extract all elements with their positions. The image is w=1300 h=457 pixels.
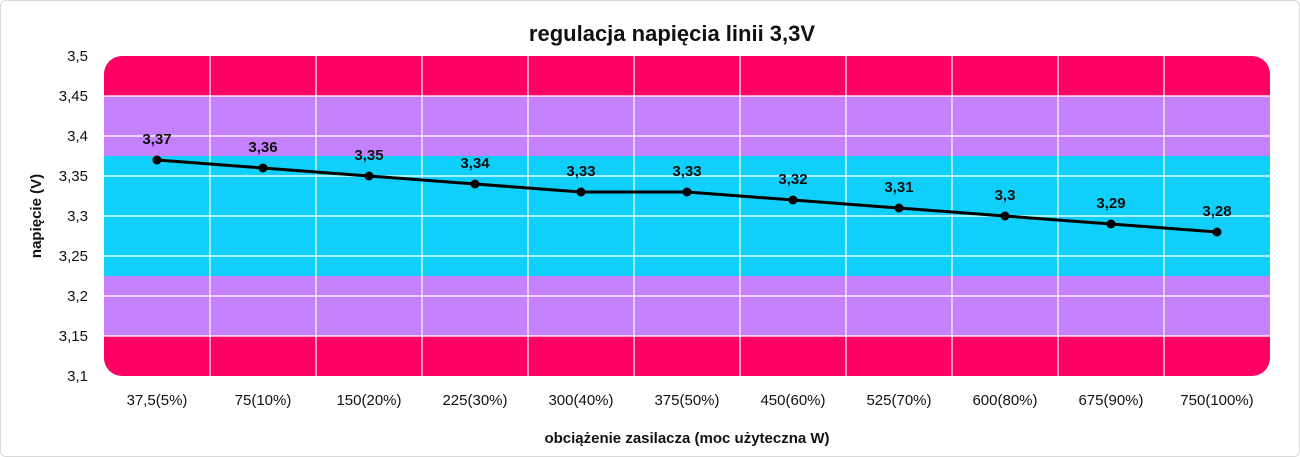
x-tick-label: 225(30%) (442, 392, 507, 409)
y-axis-ticks: 3,1 3,15 3,2 3,25 3,3 3,35 3,4 3,45 3,5 (59, 48, 88, 385)
x-tick-label: 600(80%) (972, 392, 1037, 409)
data-point (1000, 211, 1010, 221)
data-point (258, 163, 268, 173)
x-tick-label: 150(20%) (336, 392, 401, 409)
y-tick-label: 3,3 (67, 208, 88, 225)
x-tick-label: 525(70%) (866, 392, 931, 409)
band-4 (104, 56, 1270, 96)
data-label: 3,32 (778, 171, 807, 188)
x-tick-label: 375(50%) (654, 392, 719, 409)
data-points (152, 155, 1222, 237)
data-point (1106, 219, 1116, 229)
y-tick-label: 3,1 (67, 368, 88, 385)
x-tick-label: 75(10%) (235, 392, 292, 409)
y-tick-label: 3,45 (59, 88, 88, 105)
data-label: 3,37 (142, 131, 171, 148)
gridlines (104, 56, 1270, 376)
x-axis-title: obciążenie zasilacza (moc użyteczna W) (544, 430, 829, 447)
data-label: 3,35 (354, 147, 383, 164)
data-point (470, 179, 480, 189)
y-axis-title: napięcie (V) (28, 174, 45, 258)
band-1 (104, 276, 1270, 336)
y-tick-label: 3,4 (67, 128, 88, 145)
data-point (682, 187, 692, 197)
data-label: 3,29 (1096, 195, 1125, 212)
data-point (788, 195, 798, 205)
data-point (1212, 227, 1222, 237)
chart-title: regulacja napięcia linii 3,3V (529, 21, 815, 46)
x-tick-label: 750(100%) (1180, 392, 1253, 409)
data-point (152, 155, 162, 165)
data-label: 3,3 (995, 187, 1016, 204)
y-tick-label: 3,2 (67, 288, 88, 305)
data-point (894, 203, 904, 213)
y-tick-label: 3,25 (59, 248, 88, 265)
x-axis-ticks: 37,5(5%) 75(10%) 150(20%) 225(30%) 300(40%) 3… (127, 392, 1254, 409)
y-tick-label: 3,15 (59, 328, 88, 345)
data-label: 3,33 (566, 163, 595, 180)
data-label: 3,34 (460, 155, 490, 172)
y-tick-label: 3,35 (59, 168, 88, 185)
data-label: 3,33 (672, 163, 701, 180)
data-point (576, 187, 586, 197)
data-label: 3,36 (248, 139, 277, 156)
x-tick-label: 675(90%) (1078, 392, 1143, 409)
x-tick-label: 300(40%) (548, 392, 613, 409)
data-labels: 3,37 3,36 3,35 3,34 3,33 3,33 3,32 3,31 3,3 3,29 3… (142, 131, 1231, 220)
y-tick-label: 3,5 (67, 48, 88, 65)
data-label: 3,31 (884, 179, 913, 196)
x-tick-label: 37,5(5%) (127, 392, 188, 409)
data-label: 3,28 (1202, 203, 1231, 220)
band-3 (104, 96, 1270, 156)
data-point (364, 171, 374, 181)
x-tick-label: 450(60%) (760, 392, 825, 409)
band-0 (104, 336, 1270, 376)
